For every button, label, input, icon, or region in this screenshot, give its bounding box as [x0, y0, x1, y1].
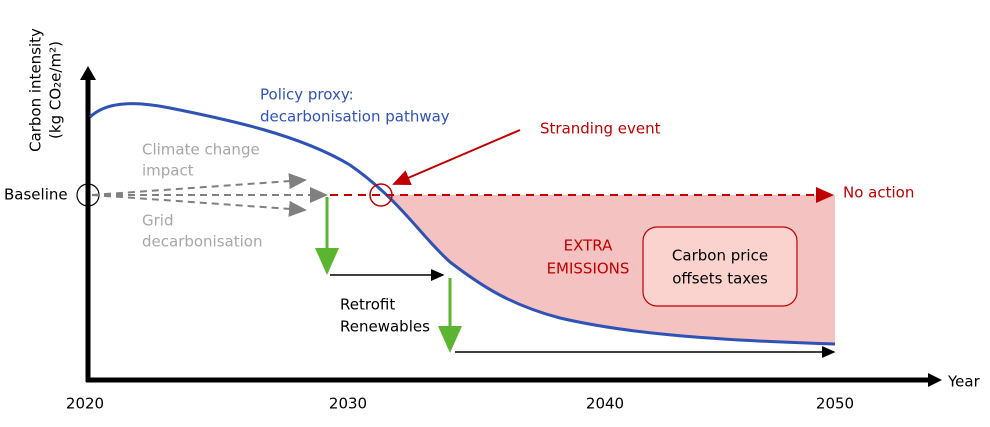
y-axis-arrow	[80, 66, 96, 80]
grid-label: Grid	[142, 212, 173, 230]
retrofit-label: Retrofit	[340, 296, 395, 314]
carbon-label: offsets taxes	[672, 270, 768, 288]
no-action-label: No action	[843, 184, 914, 202]
x-tick-label: 2020	[66, 395, 104, 413]
policy-label: decarbonisation pathway	[260, 108, 450, 126]
x-axis-label: Year	[947, 373, 981, 391]
grid-arrow	[91, 194, 307, 217]
stranding-marker	[369, 183, 393, 207]
baseline-label: Baseline	[4, 186, 68, 204]
carbon-price-box	[642, 226, 798, 307]
stranding-arrow	[392, 129, 521, 186]
stranding-label: Stranding event	[540, 120, 661, 138]
grid-label: decarbonisation	[142, 233, 262, 251]
x-axis-arrow	[928, 373, 942, 387]
climate-label: Climate change	[142, 141, 260, 159]
x-tick-label: 2050	[816, 395, 854, 413]
x-tick-label: 2040	[586, 395, 624, 413]
policy-curve	[88, 102, 836, 346]
climate-label: impact	[142, 162, 194, 180]
extra-label: EXTRA	[564, 237, 613, 255]
y-axis-label: (kg CO₂e/m²)	[47, 41, 65, 139]
policy-label: Policy proxy:	[260, 86, 354, 104]
y-axis-label: Carbon intensity	[27, 28, 45, 152]
climate-arrow	[91, 173, 307, 196]
retrofit-label: Renewables	[340, 318, 430, 336]
carbon-label: Carbon price	[672, 247, 768, 265]
x-tick-label: 2030	[329, 395, 367, 413]
extra-label: EMISSIONS	[547, 260, 630, 278]
